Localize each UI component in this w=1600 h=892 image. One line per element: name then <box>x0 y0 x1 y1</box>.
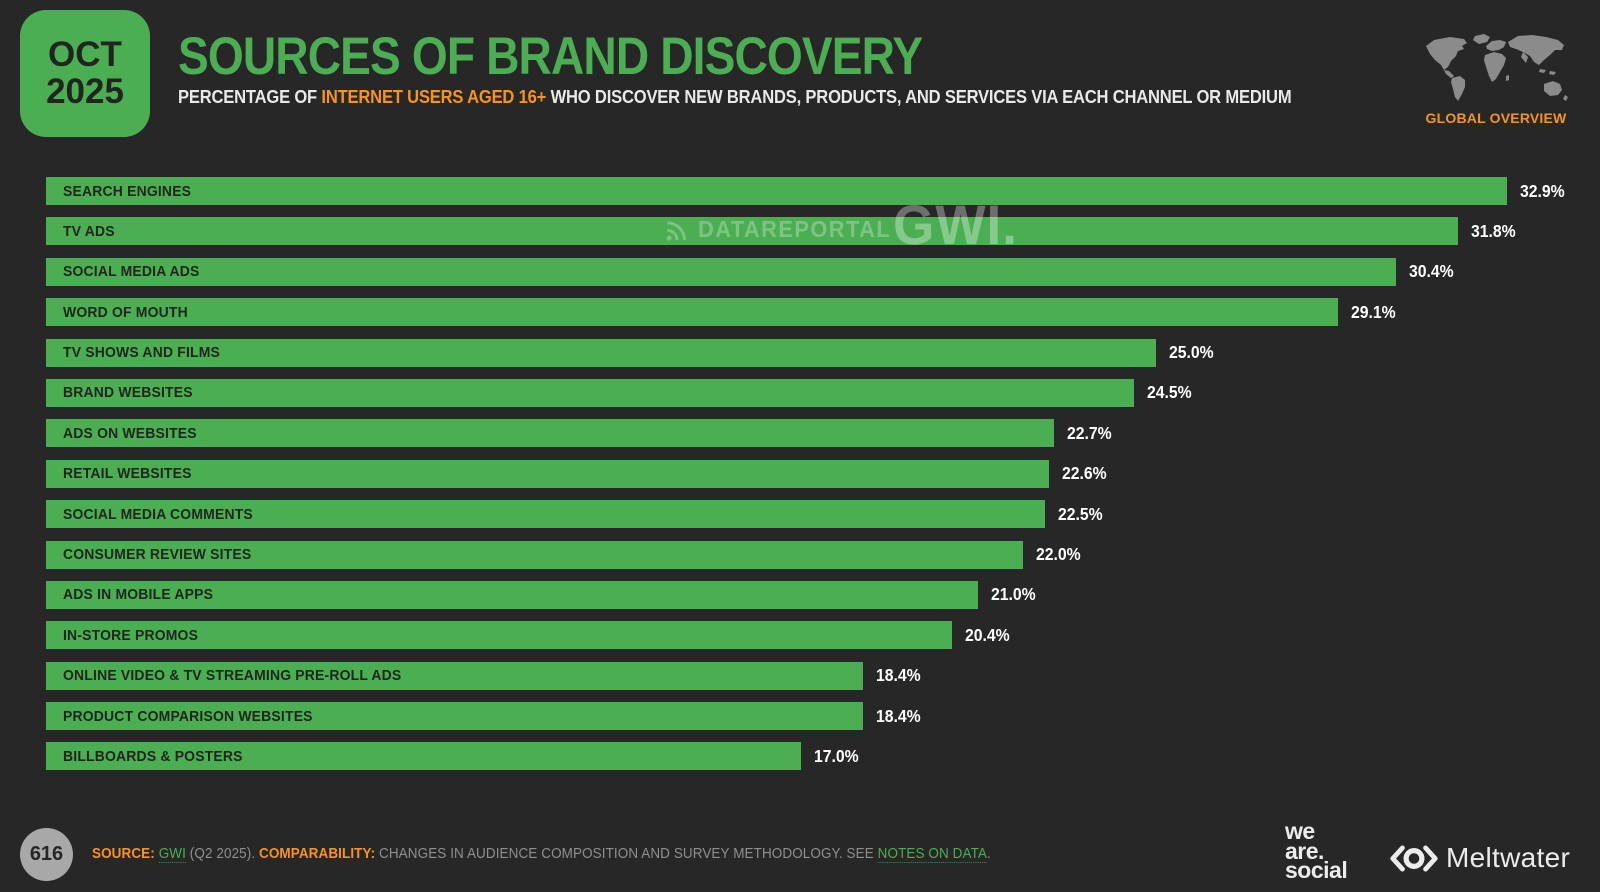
bar-label: CONSUMER REVIEW SITES <box>63 546 252 564</box>
meltwater-wordmark: Meltwater <box>1446 842 1571 873</box>
bar-row: WORD OF MOUTH 29.1% <box>46 298 1560 327</box>
we-are-social-line2: are. <box>1285 837 1324 864</box>
bar-row: BILLBOARDS & POSTERS 17.0% <box>46 742 1560 771</box>
subtitle-highlight: INTERNET USERS AGED 16+ <box>321 87 547 107</box>
meltwater-eye-icon <box>1390 845 1438 871</box>
bar-label: WORD OF MOUTH <box>63 303 188 321</box>
bar-value: 21.0% <box>991 584 1036 605</box>
bar-row: ADS IN MOBILE APPS 21.0% <box>46 580 1560 609</box>
world-map-icon <box>1420 32 1572 108</box>
bar-value: 32.9% <box>1519 180 1565 201</box>
bar-value: 24.5% <box>1146 382 1192 403</box>
bar: SEARCH ENGINES <box>46 177 1507 205</box>
page-number-badge: 616 <box>20 828 73 881</box>
bar-chart: SEARCH ENGINES 32.9% TV ADS 31.8% SOCIAL MED… <box>46 177 1564 771</box>
bar-value: 18.4% <box>875 665 921 686</box>
bar: ADS ON WEBSITES <box>46 419 1054 448</box>
bar: ADS IN MOBILE APPS <box>46 580 979 609</box>
bar-row: TV SHOWS AND FILMS 25.0% <box>46 338 1560 367</box>
bar-value: 31.8% <box>1470 220 1516 241</box>
badge-year: 2025 <box>46 71 124 111</box>
bar-label: BILLBOARDS & POSTERS <box>63 747 243 765</box>
bar-label: RETAIL WEBSITES <box>63 465 192 483</box>
date-badge: OCT 2025 <box>20 10 150 137</box>
region-label: GLOBAL OVERVIEW <box>1425 110 1567 126</box>
source-note: SOURCE: GWI (Q2 2025). COMPARABILITY: CH… <box>92 846 991 863</box>
bar-row: ADS ON WEBSITES 22.7% <box>46 419 1560 448</box>
source-label: SOURCE: <box>92 846 155 862</box>
source-gwi-link[interactable]: GWI <box>158 846 186 863</box>
bar-label: SEARCH ENGINES <box>63 182 192 200</box>
badge-month: OCT <box>48 35 122 75</box>
comparability-label: COMPARABILITY: <box>259 846 376 862</box>
bar: ONLINE VIDEO & TV STREAMING PRE-ROLL ADS <box>46 661 863 690</box>
bar-value: 22.6% <box>1062 463 1108 484</box>
bar-value: 18.4% <box>875 705 921 726</box>
bar: IN-STORE PROMOS <box>46 621 952 650</box>
bar-row: TV ADS 31.8% <box>46 217 1560 246</box>
bar-value: 17.0% <box>813 745 859 766</box>
bar-row: IN-STORE PROMOS 20.4% <box>46 621 1560 650</box>
bar: TV ADS <box>46 217 1458 246</box>
bar: CONSUMER REVIEW SITES <box>46 540 1023 569</box>
bar: TV SHOWS AND FILMS <box>46 338 1156 367</box>
bar-row: SOCIAL MEDIA ADS 30.4% <box>46 257 1560 286</box>
bar-value: 22.0% <box>1035 544 1081 565</box>
sentence-period: . <box>987 846 991 862</box>
we-are-social-line3: social <box>1285 857 1348 884</box>
comparability-text: CHANGES IN AUDIENCE COMPOSITION AND SURV… <box>375 846 878 862</box>
bar-row: ONLINE VIDEO & TV STREAMING PRE-ROLL ADS… <box>46 661 1560 690</box>
bar-value: 22.7% <box>1066 422 1112 443</box>
bar-label: SOCIAL MEDIA ADS <box>63 263 200 281</box>
bar-label: PRODUCT COMPARISON WEBSITES <box>63 707 313 725</box>
bar-row: PRODUCT COMPARISON WEBSITES 18.4% <box>46 702 1560 731</box>
bar: RETAIL WEBSITES <box>46 459 1050 488</box>
bar: PRODUCT COMPARISON WEBSITES <box>46 702 863 731</box>
notes-on-data-link[interactable]: NOTES ON DATA <box>877 846 988 863</box>
bar-row: BRAND WEBSITES 24.5% <box>46 378 1560 407</box>
bar: BILLBOARDS & POSTERS <box>46 742 801 771</box>
bar-value: 20.4% <box>964 624 1010 645</box>
bar-label: SOCIAL MEDIA COMMENTS <box>63 505 253 523</box>
bar: SOCIAL MEDIA ADS <box>46 257 1396 286</box>
page-number: 616 <box>29 843 64 865</box>
bar-label: ONLINE VIDEO & TV STREAMING PRE-ROLL ADS <box>63 667 402 685</box>
we-are-social-logo: we are. social <box>1285 818 1348 884</box>
bar-label: ADS IN MOBILE APPS <box>63 586 214 604</box>
page-subtitle: PERCENTAGE OF INTERNET USERS AGED 16+ WH… <box>178 87 1292 108</box>
bar-row: SEARCH ENGINES 32.9% <box>46 177 1564 205</box>
meltwater-logo: Meltwater <box>1388 842 1570 874</box>
bar-label: TV ADS <box>63 222 115 240</box>
bar-label: ADS ON WEBSITES <box>63 424 197 442</box>
subtitle-suffix: WHO DISCOVER NEW BRANDS, PRODUCTS, AND S… <box>546 87 1292 107</box>
bar-value: 22.5% <box>1057 503 1103 524</box>
bar: SOCIAL MEDIA COMMENTS <box>46 500 1045 529</box>
bar: BRAND WEBSITES <box>46 378 1134 407</box>
bar-value: 29.1% <box>1351 301 1396 322</box>
bar-label: TV SHOWS AND FILMS <box>63 344 221 362</box>
bar-row: RETAIL WEBSITES 22.6% <box>46 459 1560 488</box>
bar-row: SOCIAL MEDIA COMMENTS 22.5% <box>46 500 1560 529</box>
bar-label: BRAND WEBSITES <box>63 384 193 402</box>
bar-value: 25.0% <box>1168 342 1214 363</box>
bar-value: 30.4% <box>1408 261 1454 282</box>
subtitle-prefix: PERCENTAGE OF <box>178 87 322 107</box>
bar: WORD OF MOUTH <box>46 298 1339 327</box>
source-rest: (Q2 2025). <box>185 846 260 862</box>
page-title: SOURCES OF BRAND DISCOVERY <box>178 27 923 86</box>
we-are-social-line1: we <box>1285 818 1315 844</box>
bar-row: CONSUMER REVIEW SITES 22.0% <box>46 540 1560 569</box>
bar-label: IN-STORE PROMOS <box>63 626 199 644</box>
